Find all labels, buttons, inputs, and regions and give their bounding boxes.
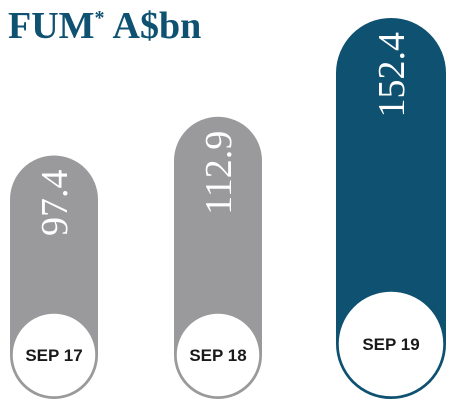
category-badge xyxy=(11,312,97,398)
category-badge xyxy=(175,312,261,398)
title-unit: A$bn xyxy=(113,5,202,47)
x-tick-label: SEP 18 xyxy=(189,346,246,365)
x-tick-label: SEP 17 xyxy=(25,346,82,365)
chart-title: FUM* A$bn xyxy=(8,5,201,47)
x-tick-label: SEP 19 xyxy=(362,335,419,354)
title-main: FUM xyxy=(8,5,95,47)
value-label: 97.4 xyxy=(34,170,76,237)
value-label: 112.9 xyxy=(198,131,240,215)
category-badge xyxy=(337,290,445,398)
value-label: 152.4 xyxy=(371,32,413,118)
title-note-mark: * xyxy=(95,7,105,29)
